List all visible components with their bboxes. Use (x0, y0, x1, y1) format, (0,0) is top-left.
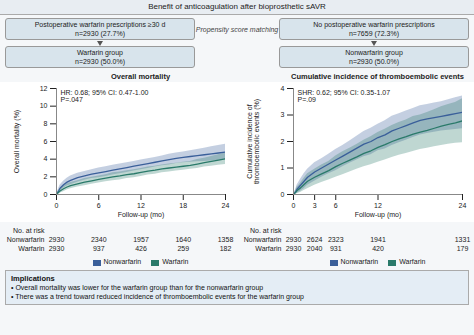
svg-text:4: 4 (44, 155, 48, 162)
svg-text:8: 8 (44, 120, 48, 127)
svg-text:937: 937 (93, 245, 105, 252)
svg-text:0: 0 (44, 191, 48, 198)
svg-text:18: 18 (179, 202, 187, 209)
html-text:n=2930 (50.0%): n=2930 (50.0%) (75, 58, 125, 65)
svg-text:2930: 2930 (49, 236, 65, 243)
svg-text:179: 179 (457, 245, 469, 252)
svg-text:2: 2 (281, 138, 285, 145)
svg-text:Follow-up (mo): Follow-up (mo) (355, 211, 402, 219)
svg-text:6: 6 (97, 202, 101, 209)
svg-text:420: 420 (372, 245, 384, 252)
html-text:Overall mortality: Overall mortality (110, 72, 171, 81)
html-text:Nonwarfarin group: Nonwarfarin group (345, 49, 403, 56)
svg-text:2323: 2323 (328, 236, 344, 243)
svg-text:2930: 2930 (49, 245, 65, 252)
svg-text:3: 3 (313, 202, 317, 209)
svg-text:Overall mortality (%): Overall mortality (%) (13, 110, 21, 173)
html-text:No postoperative warfarin pres: No postoperative warfarin prescriptions (313, 21, 435, 28)
svg-text:1640: 1640 (175, 236, 191, 243)
svg-text:12: 12 (40, 85, 48, 92)
html-text:Implications: Implications (11, 274, 55, 283)
svg-text:HR: 0.68; 95% CI: 0.47-1.00P=.: HR: 0.68; 95% CI: 0.47-1.00P=.047 (61, 89, 149, 103)
svg-text:No. at risk: No. at risk (250, 227, 282, 234)
svg-text:4: 4 (281, 85, 285, 92)
svg-text:Warfarin: Warfarin (255, 245, 281, 252)
html-text:• Overall mortality was lower: • Overall mortality was lower for the wa… (11, 284, 264, 291)
svg-text:Follow-up (mo): Follow-up (mo) (118, 211, 165, 219)
svg-text:24: 24 (222, 202, 230, 209)
svg-text:Nonwarfarin: Nonwarfarin (244, 236, 282, 243)
svg-text:2930: 2930 (286, 236, 302, 243)
svg-text:1957: 1957 (133, 236, 149, 243)
html-text:Cumulative incidence of thromb: Cumulative incidence of thromboembolic e… (291, 72, 464, 81)
svg-text:1941: 1941 (370, 236, 386, 243)
svg-text:259: 259 (177, 245, 189, 252)
svg-text:182: 182 (220, 245, 232, 252)
svg-text:6: 6 (44, 138, 48, 145)
html-text:Benefit of anticoagulation aft: Benefit of anticoagulation after biopros… (148, 2, 326, 11)
html-text:Nonwarfarin: Nonwarfarin (103, 258, 142, 266)
svg-text:Warfarin: Warfarin (18, 245, 44, 252)
svg-text:2624: 2624 (307, 236, 323, 243)
html-text:Warfarin group: Warfarin group (77, 49, 123, 56)
svg-text:931: 931 (330, 245, 342, 252)
html-text:Propensity score matching: Propensity score matching (195, 25, 279, 33)
svg-text:Cumulative incidence ofthrombo: Cumulative incidence ofthromboembolic ev… (246, 99, 261, 184)
svg-text:6: 6 (334, 202, 338, 209)
html-text:n=2930 (27.7%): n=2930 (27.7%) (75, 30, 125, 37)
svg-text:24: 24 (459, 202, 467, 209)
svg-text:12: 12 (374, 202, 382, 209)
svg-text:10: 10 (40, 102, 48, 109)
svg-text:2340: 2340 (91, 236, 107, 243)
svg-text:0: 0 (292, 202, 296, 209)
svg-text:0: 0 (55, 202, 59, 209)
svg-text:Nonwarfarin: Nonwarfarin (7, 236, 45, 243)
svg-text:1331: 1331 (455, 236, 471, 243)
html-text:n=2930 (50.0%): n=2930 (50.0%) (349, 58, 399, 65)
svg-text:2040: 2040 (307, 245, 323, 252)
html-text:Nonwarfarin: Nonwarfarin (340, 258, 379, 266)
svg-text:1: 1 (281, 164, 285, 171)
svg-text:12: 12 (137, 202, 145, 209)
html-text:n=7659 (72.3%): n=7659 (72.3%) (349, 30, 399, 37)
html-text:Postoperative warfarin prescri: Postoperative warfarin prescriptions ≥30… (34, 21, 166, 28)
html-text:• There was a trend toward red: • There was a trend toward reduced incid… (11, 293, 304, 300)
svg-text:426: 426 (135, 245, 147, 252)
html-text:Warfarin: Warfarin (162, 258, 189, 266)
svg-text:SHR: 0.62; 95% CI: 0.35-1.07P=: SHR: 0.62; 95% CI: 0.35-1.07P=.09 (298, 89, 391, 103)
svg-text:2930: 2930 (286, 245, 302, 252)
svg-text:0: 0 (281, 191, 285, 198)
svg-text:1358: 1358 (218, 236, 234, 243)
svg-text:No. at risk: No. at risk (13, 227, 45, 234)
svg-text:2: 2 (44, 173, 48, 180)
html-text:Warfarin: Warfarin (399, 258, 426, 266)
svg-text:3: 3 (281, 111, 285, 118)
